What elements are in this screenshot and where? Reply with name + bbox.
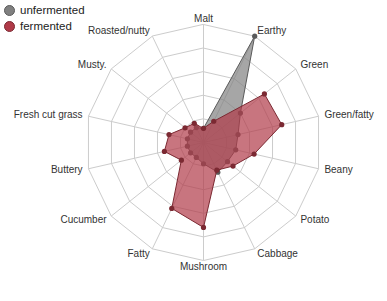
svg-text:Mushroom: Mushroom [180, 261, 227, 272]
svg-text:Fresh cut grass: Fresh cut grass [14, 109, 83, 120]
svg-text:Green: Green [300, 59, 328, 70]
html-text:fermented: fermented [20, 20, 72, 32]
svg-text:Green/fatty: Green/fatty [324, 109, 373, 120]
svg-text:Potato: Potato [300, 214, 329, 225]
svg-text:Roasted/nutty: Roasted/nutty [88, 25, 150, 36]
html-text:unfermented: unfermented [20, 4, 85, 16]
svg-text:Buttery: Buttery [51, 164, 83, 175]
svg-text:Earthy: Earthy [257, 25, 286, 36]
svg-text:Malt: Malt [194, 13, 213, 24]
svg-text:Beany: Beany [324, 164, 352, 175]
svg-text:Musty.: Musty. [78, 59, 107, 70]
svg-text:Cucumber: Cucumber [60, 214, 107, 225]
svg-text:Fatty: Fatty [127, 248, 149, 259]
svg-text:Cabbage: Cabbage [257, 248, 298, 259]
